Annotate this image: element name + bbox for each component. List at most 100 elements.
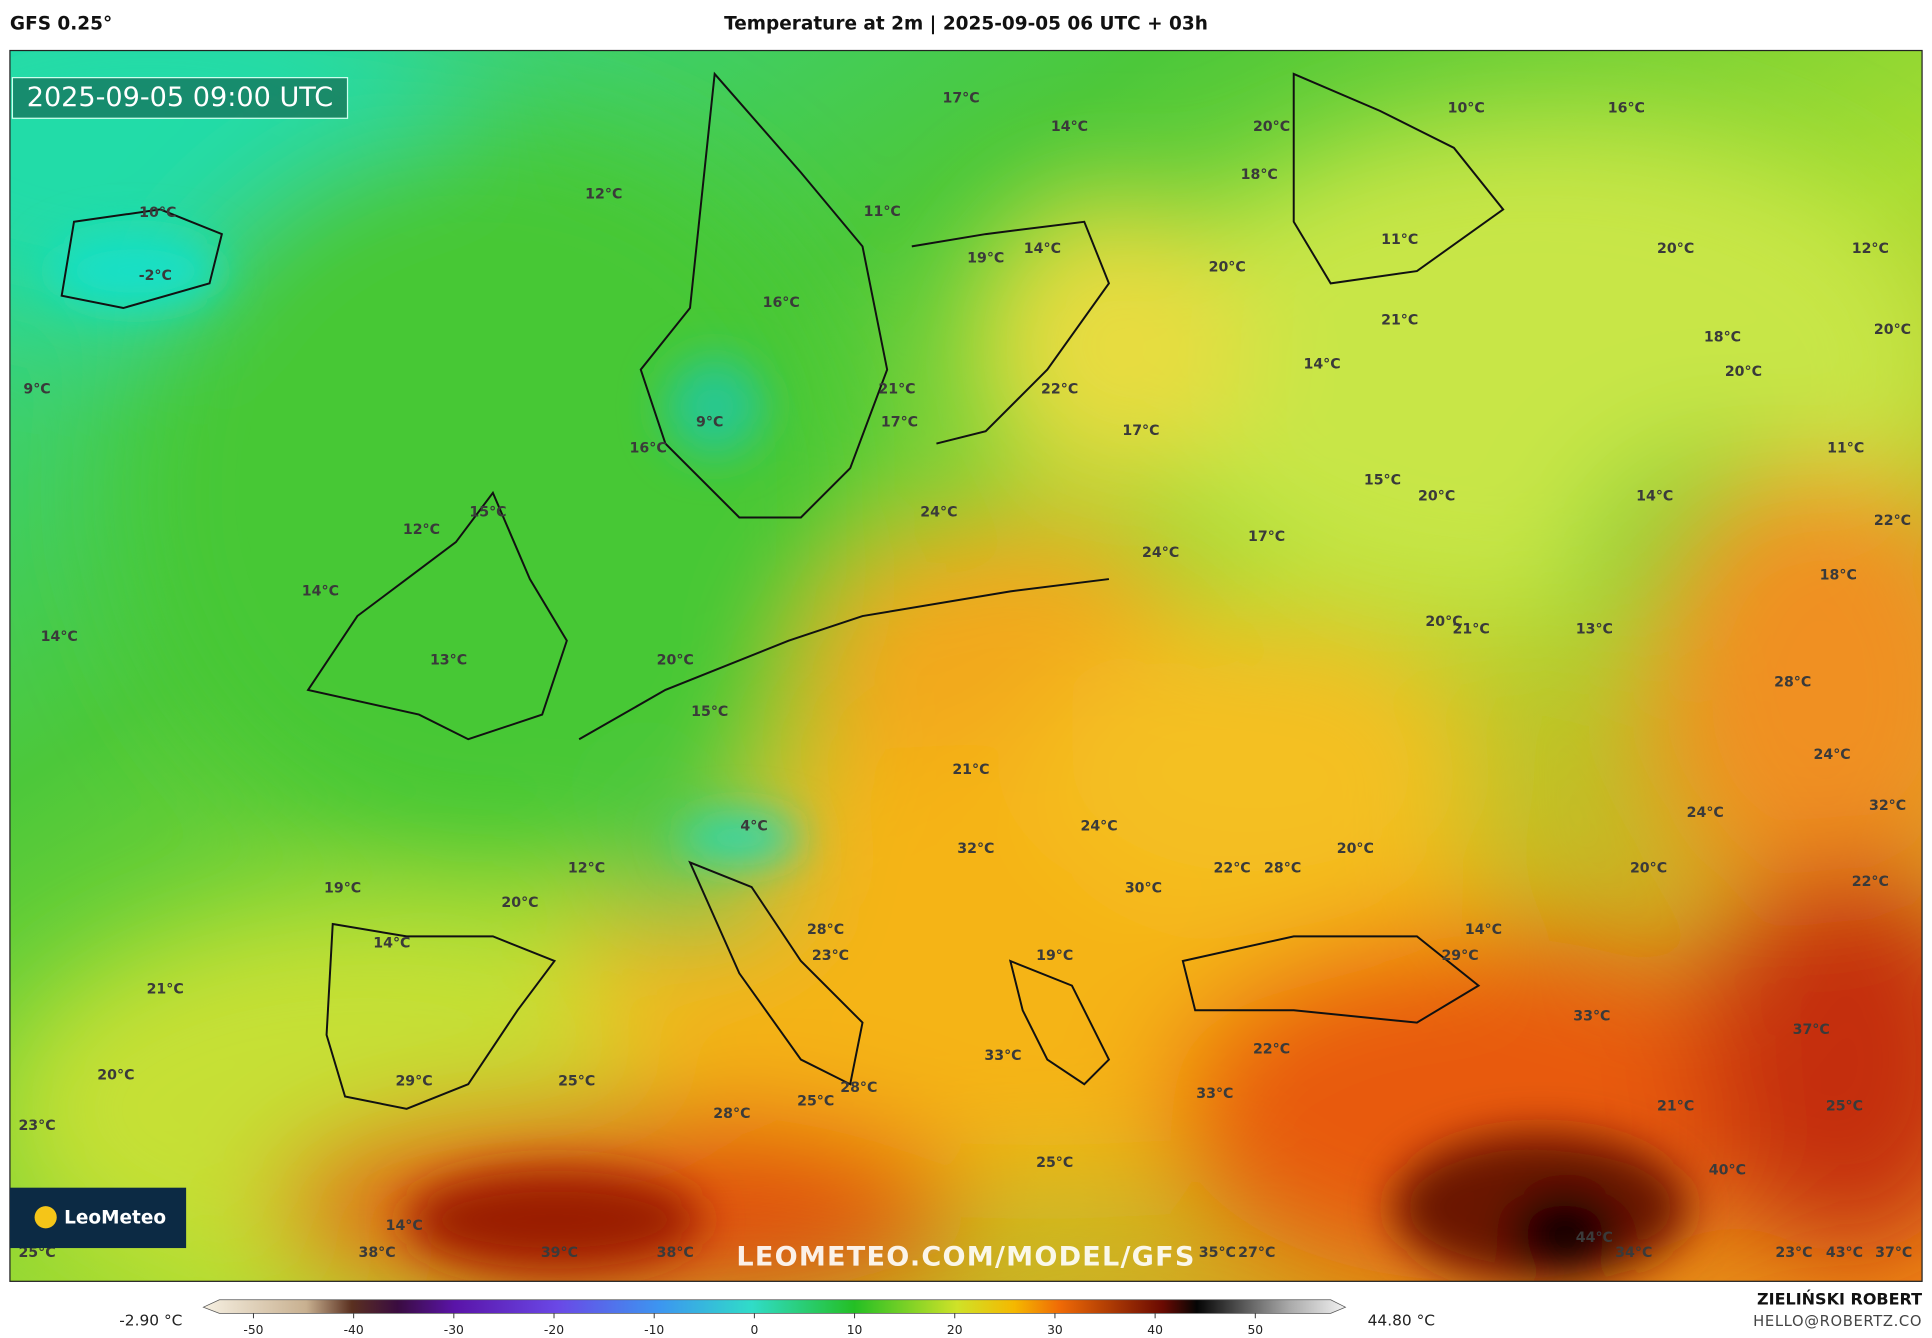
temperature-label: 14°C (41, 629, 78, 645)
temperature-label: 14°C (1465, 922, 1502, 938)
temperature-label: 18°C (1820, 567, 1857, 583)
temperature-label: 10°C (139, 205, 176, 221)
colorbar-tick-label: -20 (544, 1323, 564, 1337)
temperature-label: 33°C (984, 1048, 1021, 1064)
colorbar-tick-label: -30 (444, 1323, 464, 1337)
temperature-label: 25°C (1826, 1098, 1863, 1114)
colorbar-tick-label: -40 (344, 1323, 364, 1337)
temperature-label: 15°C (1364, 472, 1401, 488)
colorbar-tick-label: 10 (847, 1323, 863, 1337)
temperature-label: 21°C (1381, 312, 1418, 328)
temperature-label: 24°C (1687, 805, 1724, 821)
temperature-label: 21°C (1657, 1098, 1694, 1114)
temperature-label: 27°C (1238, 1245, 1275, 1261)
temperature-label: 21°C (952, 762, 989, 778)
temperature-label: 18°C (1241, 167, 1278, 183)
temperature-label: 23°C (812, 948, 849, 964)
colorbar (202, 1299, 1347, 1314)
temperature-label: 37°C (1875, 1245, 1912, 1261)
colorbar-tick-label: 0 (750, 1323, 758, 1337)
temperature-label: 15°C (469, 505, 506, 521)
temperature-label: 30°C (1125, 880, 1162, 896)
temperature-label: 16°C (763, 295, 800, 311)
temperature-label: 35°C (1199, 1245, 1236, 1261)
temperature-label: 25°C (797, 1093, 834, 1109)
temperature-label: 4°C (740, 819, 767, 835)
temperature-label: 37°C (1793, 1022, 1830, 1038)
valid-time: 2025-09-05 09:00 UTC (27, 82, 333, 113)
temperature-label: 12°C (568, 861, 605, 877)
temperature-label: 20°C (1418, 489, 1455, 505)
temperature-label: 20°C (1209, 259, 1246, 275)
colorbar-min: -2.90 °C (119, 1311, 182, 1329)
email: HELLO@ROBERTZ.CO (1753, 1313, 1922, 1330)
colorbar-tick-label: 30 (1047, 1323, 1063, 1337)
temperature-label: 44°C (1576, 1230, 1613, 1246)
temperature-label: 14°C (1303, 357, 1340, 373)
temperature-label: 21°C (1453, 622, 1490, 638)
temperature-label: 28°C (713, 1106, 750, 1122)
temperature-label: 38°C (358, 1245, 395, 1261)
temperature-labels: 17°C 14°C 20°C 10°C 16°C 12°C 10°C 11°C 18°C -2°C… (18, 91, 1912, 1261)
temperature-label: 24°C (1142, 545, 1179, 561)
temperature-label: 12°C (403, 522, 440, 538)
author: ZIELIŃSKI ROBERT (1757, 1289, 1922, 1308)
temperature-label: 9°C (696, 415, 723, 431)
temperature-label: 10°C (1448, 100, 1485, 116)
colorbar-ticks: -50 -40 -30 -20 -10 0 10 20 30 40 50 (243, 1313, 1263, 1337)
temperature-field (9, 50, 1923, 1282)
temperature-label: 39°C (541, 1245, 578, 1261)
temperature-label: 22°C (1041, 381, 1078, 397)
temperature-label: 11°C (1381, 232, 1418, 248)
temperature-label: 28°C (1264, 861, 1301, 877)
temperature-label: 17°C (942, 91, 979, 107)
temperature-label: 28°C (1774, 675, 1811, 691)
temperature-label: 23°C (18, 1118, 55, 1134)
temperature-label: 20°C (1425, 614, 1462, 630)
temperature-label: 29°C (1441, 948, 1478, 964)
temperature-label: 11°C (864, 204, 901, 220)
temperature-label: 15°C (691, 704, 728, 720)
temperature-label: 34°C (1615, 1245, 1652, 1261)
temperature-label: 17°C (1248, 529, 1285, 545)
colorbar-tick-label: -50 (243, 1323, 263, 1337)
temperature-label: 28°C (840, 1080, 877, 1096)
temperature-label: 33°C (1196, 1086, 1233, 1102)
temperature-label: 28°C (807, 922, 844, 938)
colorbar-tick-label: 40 (1147, 1323, 1163, 1337)
temperature-label: 20°C (1725, 364, 1762, 380)
logo-text: LeoMeteo (64, 1207, 166, 1228)
temperature-label: 22°C (1852, 874, 1889, 890)
temperature-label: 24°C (1080, 819, 1117, 835)
map-frame (9, 49, 1923, 1282)
temperature-label: 16°C (630, 440, 667, 456)
temperature-label: 13°C (430, 652, 467, 668)
temperature-label: 20°C (1337, 841, 1374, 857)
temperature-label: 14°C (1636, 489, 1673, 505)
colorbar-tick-label: -10 (644, 1323, 664, 1337)
colorbar-max: 44.80 °C (1368, 1311, 1435, 1329)
temperature-label: 14°C (386, 1218, 423, 1234)
map-title: Temperature at 2m | 2025-09-05 06 UTC + … (724, 14, 1208, 35)
temperature-label: 18°C (1704, 330, 1741, 346)
coastlines (60, 71, 1505, 1110)
temperature-label: 20°C (1253, 119, 1290, 135)
temperature-label: 24°C (920, 505, 957, 521)
temperature-label: 20°C (1874, 322, 1911, 338)
temperature-label: 25°C (558, 1074, 595, 1090)
temperature-label: 40°C (1709, 1162, 1746, 1178)
temperature-label: 24°C (1814, 747, 1851, 763)
temperature-label: 33°C (1573, 1008, 1610, 1024)
temperature-label: 16°C (1608, 100, 1645, 116)
temperature-label: 25°C (18, 1245, 55, 1261)
watermark: LEOMETEO.COM/MODEL/GFS (736, 1241, 1195, 1272)
temperature-label: 20°C (657, 652, 694, 668)
temperature-label: 22°C (1214, 861, 1251, 877)
colorbar-tick-label: 20 (947, 1323, 963, 1337)
time-box (11, 77, 349, 119)
temperature-label: 20°C (1630, 861, 1667, 877)
temperature-label: 19°C (324, 880, 361, 896)
temperature-label: 22°C (1874, 513, 1911, 529)
temperature-label: 19°C (967, 251, 1004, 267)
